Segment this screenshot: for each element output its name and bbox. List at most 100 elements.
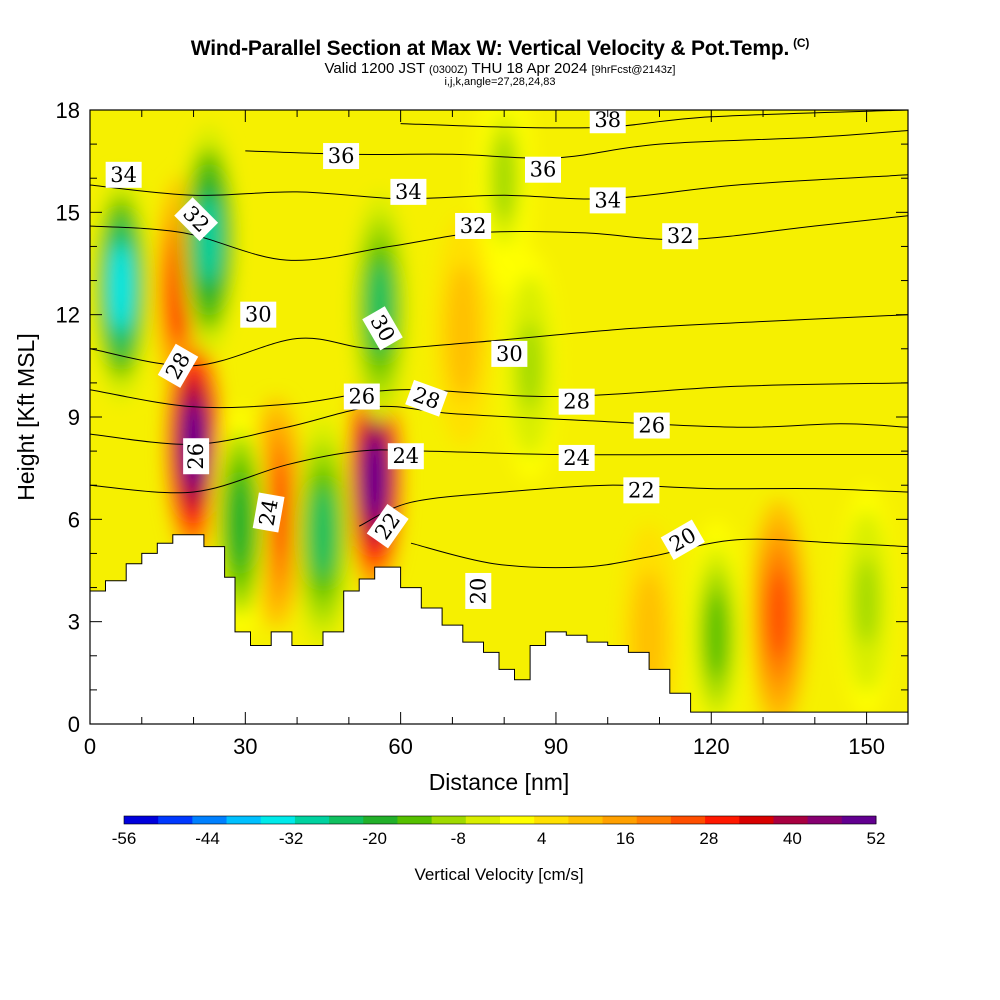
contour-label: 38 xyxy=(589,108,626,134)
contour-label: 26 xyxy=(343,383,380,410)
contour-label: 28 xyxy=(405,379,448,417)
colorbar: -56 -44 -32 -20 -8 4 16 28 40 52 xyxy=(112,815,885,848)
contour-label-box xyxy=(662,223,699,250)
colorbar-tick-label: 4 xyxy=(537,829,546,848)
contour-label: 26 xyxy=(183,438,210,475)
contour-label-text: 22 xyxy=(628,478,655,502)
contour-label: 32 xyxy=(662,223,699,250)
velocity-blob-ring xyxy=(492,134,516,222)
colorbar-swatch xyxy=(158,816,193,824)
contour-label-text: 24 xyxy=(254,497,282,527)
colorbar-swatch xyxy=(226,816,262,824)
subtitle-zulu: (0300Z) xyxy=(429,64,468,76)
chart-subtitle-indices: i,j,k,angle=27,28,24,83 xyxy=(444,76,556,88)
contour-label-text: 28 xyxy=(563,390,590,414)
y-tick-label: 6 xyxy=(68,507,80,532)
contour-label-text: 36 xyxy=(328,144,355,168)
velocity-blob xyxy=(502,250,559,481)
velocity-blob-ring xyxy=(704,591,728,680)
velocity-blob-ring xyxy=(767,571,791,659)
velocity-blob xyxy=(838,486,895,717)
theta-contour-24 xyxy=(90,449,908,494)
contour-label-box xyxy=(366,503,409,549)
velocity-blob xyxy=(294,417,351,648)
y-tick-label: 9 xyxy=(68,405,80,430)
colorbar-swatch xyxy=(465,816,501,824)
colorbar-swatch xyxy=(568,816,604,824)
colorbar-swatch xyxy=(294,816,330,824)
colorbar-tick-label: -20 xyxy=(362,829,387,848)
colorbar-swatch xyxy=(192,816,228,824)
contour-label: 24 xyxy=(558,444,595,471)
contour-label-box xyxy=(558,388,595,415)
colorbar-tick-label: 16 xyxy=(616,829,635,848)
contour-label-box xyxy=(323,143,360,170)
contour-label-box xyxy=(525,156,562,183)
contour-label-text: 26 xyxy=(184,443,208,470)
colorbar-tick-label: -56 xyxy=(112,829,137,848)
contour-label-box xyxy=(623,477,660,504)
colorbar-swatch xyxy=(807,816,843,824)
y-tick-label: 12 xyxy=(56,303,80,328)
x-axis-label: Distance [nm] xyxy=(429,769,570,795)
theta-contour-20 xyxy=(410,538,908,569)
contour-label-box xyxy=(343,383,380,410)
contour-label-box xyxy=(157,343,199,388)
velocity-blob xyxy=(688,520,745,724)
velocity-field xyxy=(93,110,895,724)
colorbar-tick-label: -8 xyxy=(451,829,466,848)
colorbar-swatch xyxy=(363,816,398,824)
velocity-blob-ring xyxy=(311,489,335,577)
contour-label-text: 32 xyxy=(460,214,487,238)
x-tick-label: 90 xyxy=(544,734,568,759)
velocity-blob-ring xyxy=(228,478,252,567)
terrain xyxy=(90,534,908,724)
contour-label-box xyxy=(660,519,705,561)
colorbar-swatch xyxy=(636,816,672,824)
contour-label-box xyxy=(362,306,403,351)
contour-label-box xyxy=(465,572,492,609)
contour-label: 20 xyxy=(465,572,492,609)
x-tick-label: 60 xyxy=(388,734,412,759)
colorbar-swatch xyxy=(431,816,467,824)
contour-label-box xyxy=(491,340,528,367)
contour-label-box xyxy=(252,492,285,533)
contour-label-box xyxy=(387,443,424,470)
velocity-blob xyxy=(750,499,807,724)
velocity-blob-ring xyxy=(855,557,879,645)
velocity-blob xyxy=(476,110,533,294)
x-tick-label: 120 xyxy=(693,734,730,759)
velocity-blob xyxy=(93,172,150,403)
contour-label-box xyxy=(183,438,210,475)
contour-label-text: 26 xyxy=(638,414,665,438)
colorbar-swatch xyxy=(670,816,706,824)
colorbar-swatch xyxy=(124,816,159,824)
contour-label-box xyxy=(633,412,670,439)
velocity-blob-ring xyxy=(109,243,133,332)
velocity-blob-ring xyxy=(451,287,475,376)
contour-label-text: 38 xyxy=(594,108,621,132)
colorbar-swatch xyxy=(841,816,877,824)
contour-label: 28 xyxy=(558,388,595,415)
contour-label-text: 32 xyxy=(667,224,694,248)
colorbar-swatch xyxy=(705,816,740,824)
colorbar-title: Vertical Velocity [cm/s] xyxy=(414,865,583,884)
colorbar-swatch xyxy=(534,816,569,824)
contour-label-text: 26 xyxy=(348,385,375,409)
velocity-blob xyxy=(434,216,491,447)
y-tick-label: 18 xyxy=(56,98,80,123)
colorbar-swatch xyxy=(500,816,535,824)
colorbar-swatch xyxy=(329,816,364,824)
chart-subtitle: Valid 1200 JST (0300Z) THU 18 Apr 2024 [… xyxy=(0,60,1000,77)
theta-contour-34 xyxy=(90,174,908,200)
colorbar-swatch xyxy=(260,816,296,824)
x-tick-label: 150 xyxy=(848,734,885,759)
contour-label-text: 36 xyxy=(530,158,557,182)
contour-label-text: 24 xyxy=(392,444,419,468)
contour-label-text: 34 xyxy=(594,188,621,212)
contour-label-text: 34 xyxy=(110,163,137,187)
y-tick-label: 3 xyxy=(68,610,80,635)
contour-label: 34 xyxy=(105,161,142,188)
contour-label-box xyxy=(589,110,626,134)
contour-label-box xyxy=(589,187,626,214)
